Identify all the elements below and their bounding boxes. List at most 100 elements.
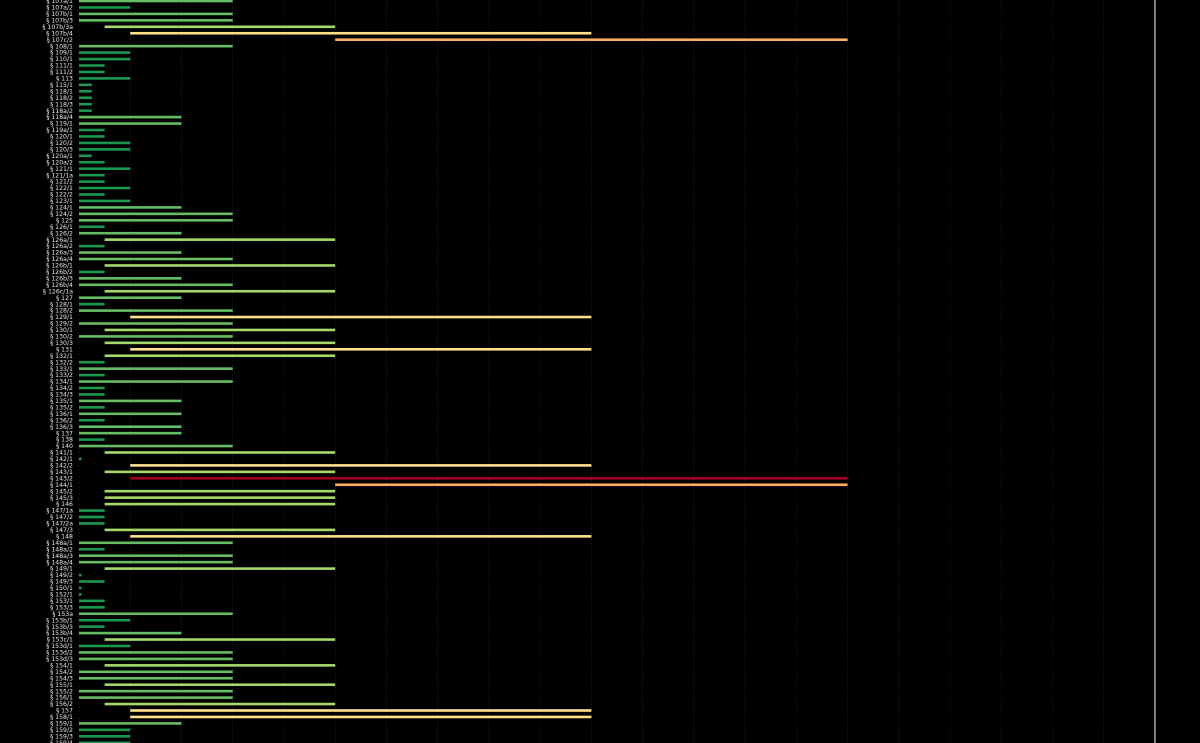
category-label: § 153b/1 — [46, 617, 73, 624]
bar — [79, 657, 233, 661]
category-label: § 119/1 — [50, 121, 73, 128]
category-label: § 131 — [56, 346, 73, 353]
category-label: § 127 — [56, 295, 73, 302]
bar — [79, 386, 105, 390]
bar — [79, 689, 233, 693]
category-label: § 107b/1 — [46, 11, 73, 18]
bar — [104, 289, 336, 293]
category-label: § 153a — [52, 611, 73, 618]
bar — [79, 57, 131, 61]
bar — [79, 51, 131, 54]
category-label: § 148a/2 — [46, 546, 73, 553]
bar — [104, 528, 336, 532]
bar — [130, 715, 592, 719]
category-label: § 142/2 — [50, 463, 73, 470]
bar — [79, 541, 233, 545]
category-label: § 122/1 — [50, 185, 73, 192]
bar — [104, 451, 336, 454]
category-label: § 145/2 — [50, 488, 73, 495]
bar — [79, 270, 105, 274]
category-label: § 120a/1 — [46, 153, 73, 160]
bar — [79, 418, 105, 422]
category-label: § 137 — [56, 430, 73, 437]
category-label: § 128/2 — [50, 308, 73, 315]
category-label: § 138 — [56, 437, 73, 444]
category-label: § 107c/2 — [47, 37, 73, 44]
category-label: § 157 — [56, 708, 73, 715]
bar — [79, 167, 131, 170]
bar — [79, 431, 182, 435]
category-label: § 119a/1 — [46, 127, 73, 134]
category-label: § 111/2 — [50, 69, 73, 76]
category-label: § 129/1 — [50, 314, 73, 321]
bar — [104, 25, 336, 29]
bar — [79, 360, 105, 364]
category-label: § 155/2 — [50, 688, 73, 695]
bar — [130, 348, 592, 351]
category-label: § 121/1a — [46, 172, 73, 179]
category-label: § 132/1 — [50, 353, 73, 360]
category-label: § 124/1 — [50, 205, 73, 212]
category-label: § 158/1 — [50, 714, 73, 721]
category-label: § 136/2 — [50, 417, 73, 424]
bar — [79, 186, 131, 190]
category-label: § 107b/3 — [46, 17, 73, 24]
bar — [104, 638, 336, 641]
category-label: § 130/1 — [50, 327, 73, 334]
category-label: § 110/1 — [50, 56, 73, 63]
bar — [130, 535, 592, 538]
bar — [79, 115, 182, 119]
bar — [104, 496, 336, 499]
category-label: § 126c/1a — [43, 288, 73, 295]
category-label: § 156/2 — [50, 701, 73, 708]
bar — [79, 741, 131, 743]
bar — [79, 573, 82, 577]
bars — [79, 0, 848, 743]
bar — [79, 128, 105, 132]
bar — [79, 44, 233, 48]
bar — [79, 83, 92, 87]
bar — [335, 38, 848, 41]
category-label: § 121/1 — [50, 166, 73, 173]
category-label: § 130/3 — [50, 340, 73, 347]
bar — [79, 277, 182, 280]
category-label: § 153/3 — [50, 604, 73, 611]
category-label: § 111/1 — [50, 63, 73, 70]
bar — [79, 728, 131, 732]
bar — [104, 567, 336, 570]
bar — [104, 264, 336, 267]
category-label: § 148a/4 — [46, 559, 73, 566]
bar — [79, 554, 233, 557]
category-label: § 126a/2 — [46, 243, 73, 250]
category-label: § 143/1 — [50, 469, 73, 476]
bar — [79, 296, 182, 299]
bar — [104, 238, 336, 241]
category-label: § 109/1 — [50, 50, 73, 57]
bar — [79, 625, 105, 628]
bar — [79, 199, 131, 203]
bar — [79, 141, 131, 145]
category-label: § 159/3 — [50, 733, 73, 740]
category-label: § 126b/4 — [46, 282, 73, 289]
bar — [79, 560, 233, 564]
category-label: § 148 — [56, 533, 73, 540]
bar — [79, 257, 233, 261]
bar — [79, 593, 82, 596]
category-label: § 154/1 — [50, 662, 73, 669]
category-label: § 122/2 — [50, 192, 73, 199]
bar — [79, 102, 92, 106]
bar — [79, 160, 105, 164]
category-label: § 130/2 — [50, 334, 73, 341]
bar — [79, 96, 92, 100]
category-label: § 126b/1 — [46, 263, 73, 270]
category-label: § 134/1 — [50, 379, 73, 386]
bar — [79, 425, 182, 428]
bar — [79, 696, 233, 699]
category-label: § 155/1 — [50, 682, 73, 689]
bar — [130, 709, 592, 712]
bar — [79, 154, 92, 158]
bar — [79, 380, 233, 383]
category-label: § 147/2 — [50, 514, 73, 521]
category-label: § 120a/2 — [46, 159, 73, 166]
